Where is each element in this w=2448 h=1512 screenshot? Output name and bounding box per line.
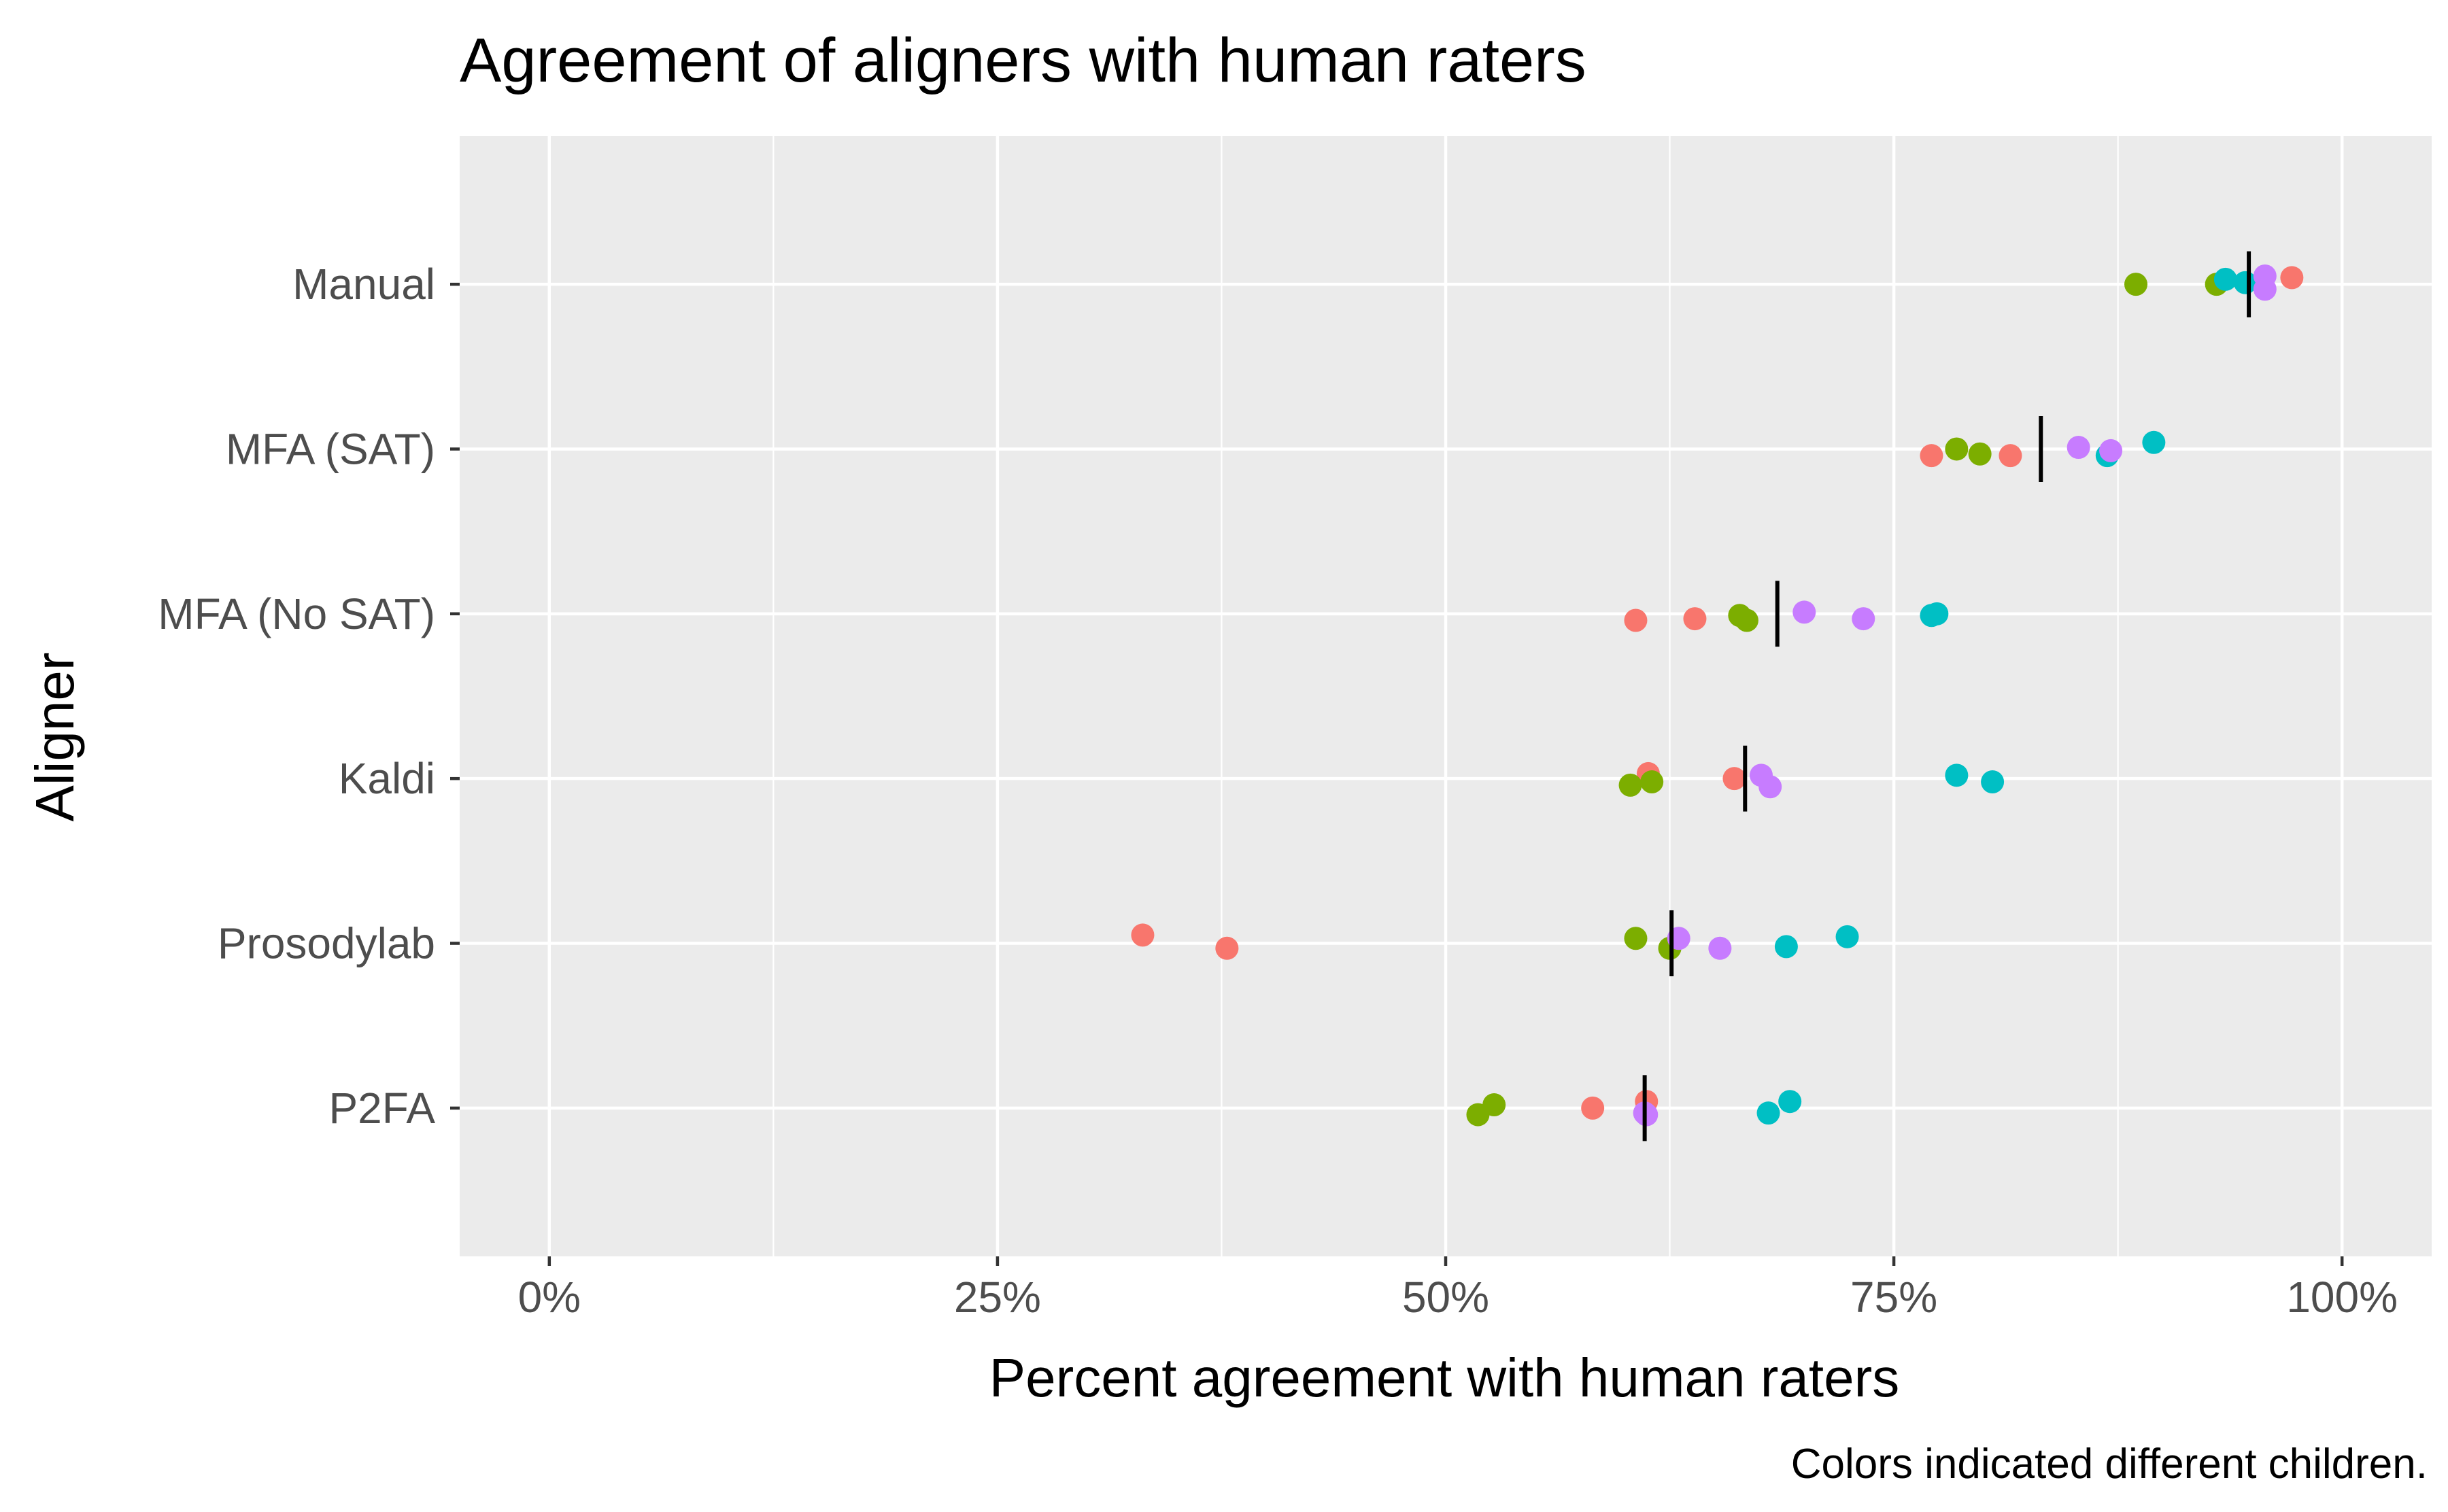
y-tick-label: Kaldi — [339, 754, 435, 803]
data-point — [1624, 608, 1648, 632]
x-tick-label: 75% — [1850, 1273, 1937, 1322]
data-point — [1758, 775, 1782, 799]
data-point — [1482, 1093, 1506, 1117]
y-axis: P2FA Prosodylab Kaldi MFA (No SAT) MFA (SAT)… — [158, 260, 460, 1133]
major-gridlines — [460, 136, 2432, 1256]
data-point — [1618, 773, 1642, 797]
x-tick-label: 25% — [954, 1273, 1041, 1322]
data-point — [1778, 1090, 1802, 1114]
y-tick-label: Manual — [292, 260, 435, 309]
data-point — [1640, 770, 1664, 794]
chart-title: Agreement of aligners with human raters — [460, 26, 1586, 95]
data-point — [2253, 277, 2277, 301]
data-point — [1708, 936, 1732, 960]
x-tick-label: 50% — [1402, 1273, 1489, 1322]
data-point — [1774, 935, 1798, 959]
data-point — [1945, 437, 1969, 461]
data-point — [1683, 607, 1707, 631]
y-tick-label: P2FA — [328, 1084, 435, 1133]
chart-caption: Colors indicated different children. — [1791, 1441, 2428, 1488]
data-point — [1925, 602, 1949, 625]
data-point — [1735, 608, 1758, 632]
minor-gridlines — [772, 136, 2119, 1256]
data-point — [1852, 607, 1875, 631]
y-tick-label: MFA (No SAT) — [158, 589, 435, 638]
data-point — [2067, 436, 2090, 460]
data-point — [2280, 266, 2304, 290]
data-point — [1945, 763, 1969, 787]
data-point — [2213, 267, 2237, 291]
x-axis-title: Percent agreement with human raters — [989, 1347, 1899, 1408]
data-point — [1968, 442, 1992, 466]
x-axis: 0% 25% 50% 75% 100% — [518, 1256, 2398, 1322]
data-point — [2142, 430, 2166, 454]
data-point — [1756, 1101, 1780, 1125]
data-point — [1624, 927, 1648, 950]
mean-markers — [1642, 251, 2251, 1141]
data-point — [1792, 600, 1816, 624]
x-tick-label: 100% — [2286, 1273, 2398, 1322]
x-tick-label: 0% — [518, 1273, 581, 1322]
data-point — [1722, 767, 1746, 791]
data-point — [1999, 444, 2022, 468]
y-axis-title: Aligner — [24, 652, 85, 821]
data-point — [1581, 1096, 1605, 1120]
data-point — [1981, 770, 2005, 794]
data-point — [2233, 271, 2257, 294]
data-point — [2124, 273, 2147, 296]
data-point — [1835, 925, 1859, 948]
data-point — [1131, 923, 1155, 947]
data-point — [2099, 439, 2123, 462]
data-point — [1215, 936, 1239, 960]
y-tick-label: Prosodylab — [218, 919, 435, 968]
data-point — [1920, 444, 1943, 468]
y-tick-label: MFA (SAT) — [226, 424, 435, 473]
